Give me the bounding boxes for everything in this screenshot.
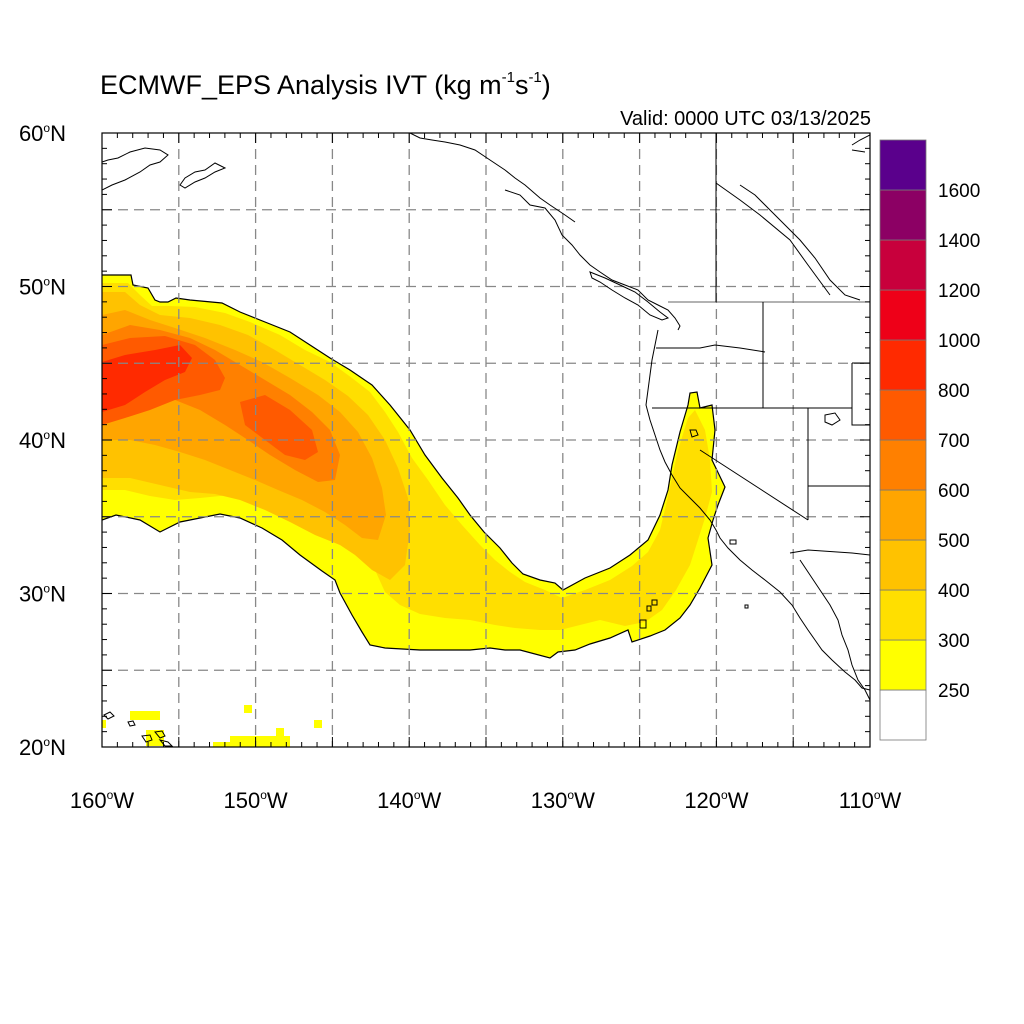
ivt-colorbar: 250 300 400 500 600 700 800 1000 1200 1400 1600 xyxy=(879,139,980,741)
lon-label: 130oW xyxy=(531,788,595,813)
colorbar-swatch xyxy=(879,489,927,541)
latitude-labels: 20oN 30oN 40oN 50oN 60oN xyxy=(19,121,66,760)
colorbar-label: 500 xyxy=(938,531,970,552)
lat-label: 20oN xyxy=(19,735,66,760)
lake-tahoe xyxy=(689,429,699,438)
alaska-gulf-coast xyxy=(179,133,576,223)
colorbar-label: 1000 xyxy=(938,331,980,352)
us-west-coast xyxy=(645,329,870,691)
colorbar-swatch xyxy=(879,139,927,191)
ivt-250-contour xyxy=(102,274,726,659)
lon-label: 160oW xyxy=(70,788,134,813)
colorbar-label: 600 xyxy=(938,481,970,502)
longitude-labels: 160oW 150oW 140oW 130oW 120oW 110oW xyxy=(70,788,902,813)
coastlines xyxy=(102,133,870,747)
colorbar-label: 1600 xyxy=(938,181,980,202)
colorbar-swatch xyxy=(879,239,927,291)
ivt-patch-hawaii xyxy=(102,705,322,747)
alaska-coast xyxy=(102,147,169,191)
us-state-lines xyxy=(652,133,870,556)
ivt-field xyxy=(102,274,726,747)
lon-label: 120oW xyxy=(684,788,748,813)
colorbar-label: 700 xyxy=(938,431,970,452)
colorbar-swatch xyxy=(879,189,927,241)
axis-ticks xyxy=(101,132,871,748)
gridlines xyxy=(102,133,870,747)
great-salt-lake xyxy=(824,412,841,426)
lon-label: 110oW xyxy=(839,788,902,813)
hawaii-islands xyxy=(103,711,174,747)
ivt-band-800-1000 xyxy=(102,345,192,412)
colorbar-label: 250 xyxy=(938,681,970,702)
colorbar-swatch xyxy=(879,389,927,441)
colorbar-label: 800 xyxy=(938,381,970,402)
map-title: ECMWF_EPS Analysis IVT (kg m-1s-1) xyxy=(100,69,551,100)
valid-time: Valid: 0000 UTC 03/13/2025 xyxy=(620,108,871,130)
northern-coast xyxy=(851,134,870,153)
lat-label: 30oN xyxy=(19,582,66,607)
lon-label: 150oW xyxy=(224,788,288,813)
colorbar-label: 400 xyxy=(938,581,970,602)
bc-interior-coast xyxy=(739,184,861,301)
colorbar-swatch xyxy=(879,589,927,641)
lat-label: 40oN xyxy=(19,428,66,453)
lat-label: 60oN xyxy=(19,121,66,146)
colorbar-label: 300 xyxy=(938,631,970,652)
colorbar-swatch xyxy=(879,439,927,491)
lon-label: 140oW xyxy=(377,788,441,813)
colorbar-swatch xyxy=(879,289,927,341)
colorbar-swatch xyxy=(879,639,927,691)
colorbar-label: 1200 xyxy=(938,281,980,302)
colorbar-swatch xyxy=(879,539,927,591)
vancouver-island xyxy=(589,271,670,321)
colorbar-label: 1400 xyxy=(938,231,980,252)
bc-coast xyxy=(504,189,681,331)
channel-islands xyxy=(639,539,749,629)
baja-gulf-coast xyxy=(799,559,870,701)
lat-label: 50oN xyxy=(19,275,66,300)
colorbar-swatch xyxy=(879,339,927,391)
colorbar-swatch xyxy=(879,689,927,741)
